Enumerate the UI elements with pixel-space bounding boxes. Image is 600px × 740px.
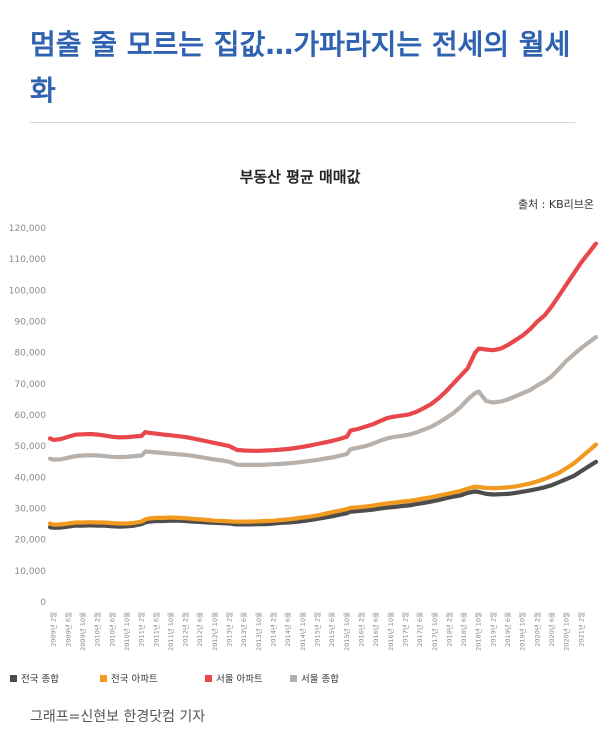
legend-swatch — [100, 675, 107, 682]
chart-source: 출처 : KB리브온 — [518, 198, 594, 211]
y-tick-label: 50,000 — [15, 442, 47, 452]
x-tick-label: 2018년 10월 — [474, 612, 483, 651]
y-tick-label: 0 — [40, 598, 46, 608]
x-tick-label: 2014년 10월 — [298, 612, 307, 651]
y-tick-label: 90,000 — [15, 318, 47, 328]
x-axis: 2009년 2월 2009년 6월 2009년 10월 2010년 2월 2010년 6… — [49, 612, 586, 651]
series-line — [47, 241, 599, 453]
x-tick-label: 2015년 6월 — [327, 612, 336, 647]
legend-label: 서울 아파트 — [216, 674, 263, 685]
x-tick-label: 2015년 2월 — [313, 612, 322, 647]
x-tick-label: 2017년 10월 — [430, 612, 439, 651]
legend-label: 서울 종합 — [301, 674, 339, 685]
series-lines — [47, 241, 599, 530]
y-tick-label: 30,000 — [15, 505, 47, 515]
x-tick-label: 2017년 2월 — [400, 612, 409, 647]
x-tick-label: 2010년 2월 — [93, 612, 102, 647]
x-tick-label: 2020년 2월 — [532, 612, 541, 647]
divider — [30, 122, 575, 123]
series-line — [47, 442, 599, 527]
x-tick-label: 2012년 6월 — [195, 612, 204, 647]
x-tick-label: 2015년 10월 — [342, 612, 351, 651]
x-tick-label: 2009년 10월 — [78, 612, 87, 651]
x-tick-label: 2020년 10월 — [562, 612, 571, 651]
y-tick-label: 60,000 — [15, 411, 47, 421]
y-tick-label: 120,000 — [9, 224, 46, 234]
x-tick-label: 2011년 10월 — [166, 612, 175, 651]
legend-swatch — [10, 675, 17, 682]
x-tick-label: 2016년 6월 — [371, 612, 380, 647]
x-tick-label: 2014년 6월 — [283, 612, 292, 647]
y-tick-label: 110,000 — [9, 255, 46, 265]
x-tick-label: 2019년 2월 — [488, 612, 497, 647]
x-tick-label: 2012년 10월 — [210, 612, 219, 651]
legend-label: 전국 종합 — [21, 674, 59, 685]
y-axis: 0 10,000 20,000 30,000 40,000 50,000 60,000 70,… — [9, 224, 46, 608]
x-tick-label: 2016년 10월 — [386, 612, 395, 651]
headline: 멈출 줄 모르는 집값…가파라지는 전세의 월세화 — [30, 28, 571, 107]
x-tick-label: 2016년 2월 — [357, 612, 366, 647]
x-tick-label: 2009년 2월 — [49, 612, 58, 647]
x-tick-label: 2010년 6월 — [107, 612, 116, 647]
x-tick-label: 2017년 6월 — [415, 612, 424, 647]
y-tick-label: 10,000 — [15, 567, 47, 577]
x-tick-label: 2021년 2월 — [576, 612, 585, 647]
x-tick-label: 2013년 6월 — [239, 612, 248, 647]
x-tick-label: 2020년 6월 — [547, 612, 556, 647]
y-tick-label: 20,000 — [15, 536, 47, 546]
x-tick-label: 2012년 2월 — [181, 612, 190, 647]
x-tick-label: 2014년 2월 — [269, 612, 278, 647]
x-tick-label: 2011년 6월 — [151, 612, 160, 647]
x-tick-label: 2019년 6월 — [503, 612, 512, 647]
legend: 전국 종합 전국 아파트 서울 아파트 서울 종합 — [10, 674, 339, 685]
x-tick-label: 2013년 2월 — [225, 612, 234, 647]
price-chart: 부동산 평균 매매값 출처 : KB리브온 0 10,000 20,000 30,00… — [9, 168, 599, 685]
x-tick-label: 2019년 10월 — [518, 612, 527, 651]
y-tick-label: 80,000 — [15, 349, 47, 359]
x-tick-label: 2013년 10월 — [254, 612, 263, 651]
photo-caption: 그래프=신현보 한경닷컴 기자 — [30, 709, 206, 725]
y-tick-label: 70,000 — [15, 380, 47, 390]
x-tick-label: 2018년 2월 — [444, 612, 453, 647]
x-tick-label: 2009년 6월 — [63, 612, 72, 647]
x-tick-label: 2010년 10월 — [122, 612, 131, 651]
legend-swatch — [205, 675, 212, 682]
legend-swatch — [290, 675, 297, 682]
x-tick-label: 2018년 6월 — [459, 612, 468, 647]
y-tick-label: 100,000 — [9, 286, 46, 296]
series-line — [47, 335, 599, 467]
y-tick-label: 40,000 — [15, 473, 47, 483]
series-line — [47, 459, 599, 530]
x-tick-label: 2011년 2월 — [137, 612, 146, 647]
legend-label: 전국 아파트 — [111, 674, 158, 685]
chart-title: 부동산 평균 매매값 — [240, 168, 361, 186]
